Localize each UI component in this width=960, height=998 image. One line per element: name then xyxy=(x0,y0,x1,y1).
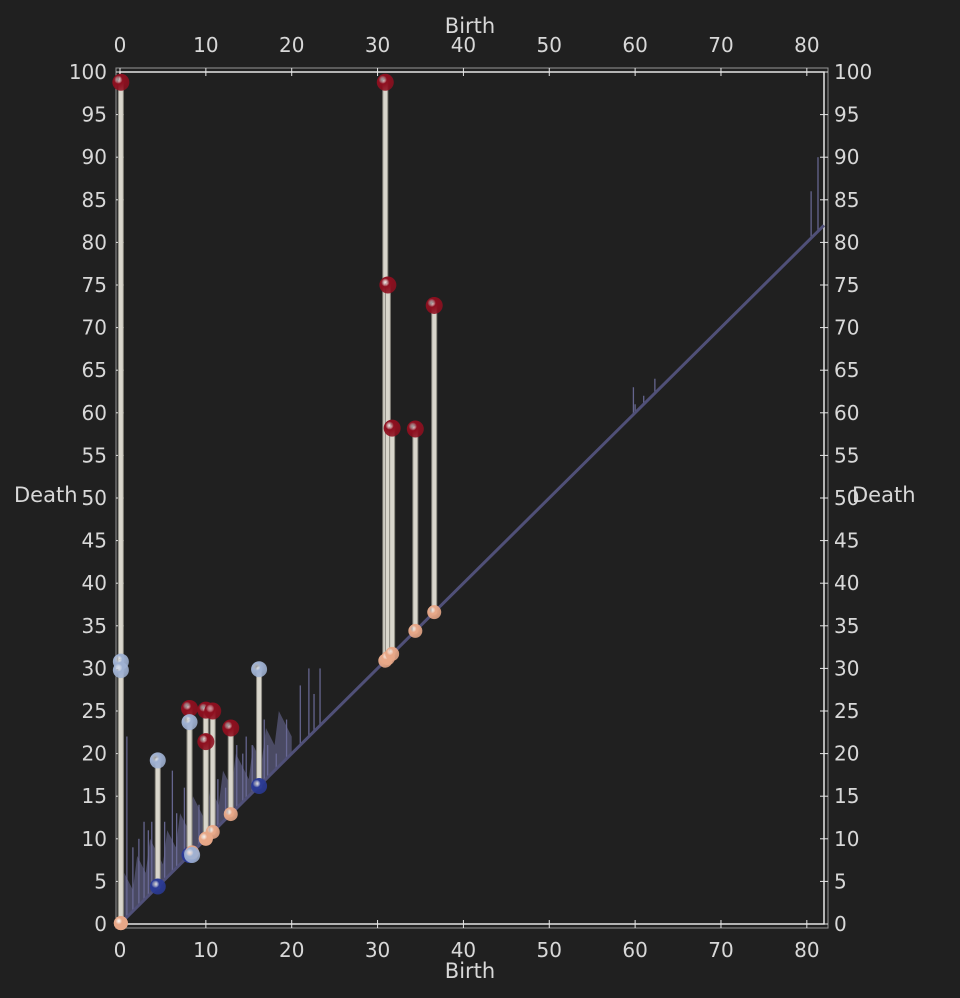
birth-point xyxy=(149,878,166,895)
x-tick-label-top: 0 xyxy=(114,33,127,57)
x-tick-label-bottom: 50 xyxy=(537,938,562,962)
spikes-group xyxy=(121,148,819,922)
y-tick-label-right: 95 xyxy=(834,103,859,127)
y-tick-label-right: 15 xyxy=(834,784,859,808)
y-tick-label-right: 100 xyxy=(834,60,872,84)
y-tick-label-right: 90 xyxy=(834,145,859,169)
y-tick-label-left: 25 xyxy=(82,699,107,723)
y-tick-label-left: 85 xyxy=(82,188,107,212)
y-tick-label-right: 45 xyxy=(834,529,859,553)
y-tick-label-left: 5 xyxy=(94,869,107,893)
y-tick-label-right: 65 xyxy=(834,358,859,382)
x-tick-label-top: 10 xyxy=(193,33,218,57)
x-tick-label-top: 60 xyxy=(622,33,647,57)
y-tick-label-right: 0 xyxy=(834,912,847,936)
x-tick-label-top: 70 xyxy=(708,33,733,57)
y-tick-label-right: 55 xyxy=(834,443,859,467)
death-point xyxy=(376,73,394,91)
death-point xyxy=(181,699,199,717)
diagonal-line xyxy=(118,224,826,926)
y-tick-label-left: 0 xyxy=(94,912,107,936)
death-point xyxy=(112,73,130,91)
x-tick-label-top: 40 xyxy=(451,33,476,57)
x-tick-label-top: 80 xyxy=(794,33,819,57)
y-tick-label-left: 50 xyxy=(82,486,107,510)
x-tick-label-top: 50 xyxy=(537,33,562,57)
y-tick-label-left: 10 xyxy=(82,827,107,851)
birth-point xyxy=(113,916,128,931)
y-tick-label-right: 40 xyxy=(834,571,859,595)
y-tick-label-left: 15 xyxy=(82,784,107,808)
x-tick-label-bottom: 10 xyxy=(193,938,218,962)
birth-point xyxy=(205,824,220,839)
y-tick-label-left: 45 xyxy=(82,529,107,553)
y-tick-label-left: 70 xyxy=(82,316,107,340)
x-tick-label-bottom: 40 xyxy=(451,938,476,962)
y-tick-label-right: 85 xyxy=(834,188,859,212)
y-tick-label-right: 30 xyxy=(834,656,859,680)
y-tick-label-left: 75 xyxy=(82,273,107,297)
y-tick-label-right: 75 xyxy=(834,273,859,297)
x-axis-title-top: Birth xyxy=(445,14,495,38)
death-point xyxy=(222,719,240,737)
y-tick-label-left: 20 xyxy=(82,742,107,766)
death-point xyxy=(406,420,424,438)
death-point xyxy=(181,714,198,731)
birth-point xyxy=(427,605,442,620)
death-point xyxy=(383,419,401,437)
y-tick-label-left: 30 xyxy=(82,656,107,680)
birth-point xyxy=(385,646,400,661)
death-point xyxy=(197,733,215,751)
y-tick-label-left: 95 xyxy=(82,103,107,127)
y-tick-label-left: 90 xyxy=(82,145,107,169)
death-point xyxy=(379,276,397,294)
y-tick-label-left: 40 xyxy=(82,571,107,595)
x-tick-label-bottom: 80 xyxy=(794,938,819,962)
birth-point xyxy=(408,623,423,638)
x-tick-label-bottom: 60 xyxy=(622,938,647,962)
y-tick-label-right: 5 xyxy=(834,869,847,893)
death-point xyxy=(149,752,166,769)
y-tick-label-right: 80 xyxy=(834,230,859,254)
death-point xyxy=(112,662,129,679)
x-tick-label-bottom: 30 xyxy=(365,938,390,962)
y-tick-label-right: 25 xyxy=(834,699,859,723)
death-point xyxy=(204,702,222,720)
y-axis-title-right: Death xyxy=(852,483,916,507)
x-tick-label-top: 20 xyxy=(279,33,304,57)
birth-point xyxy=(251,777,268,794)
y-tick-label-right: 60 xyxy=(834,401,859,425)
y-tick-label-left: 100 xyxy=(69,60,107,84)
y-tick-label-right: 35 xyxy=(834,614,859,638)
y-axis-title-left: Death xyxy=(14,483,78,507)
death-point xyxy=(425,296,443,314)
death-point xyxy=(251,661,268,678)
x-tick-label-bottom: 70 xyxy=(708,938,733,962)
x-axis-title-bottom: Birth xyxy=(445,959,495,983)
y-tick-label-right: 70 xyxy=(834,316,859,340)
stems-group xyxy=(117,79,438,927)
y-tick-label-left: 35 xyxy=(82,614,107,638)
y-tick-label-left: 80 xyxy=(82,230,107,254)
x-tick-label-bottom: 20 xyxy=(279,938,304,962)
x-tick-label-bottom: 0 xyxy=(114,938,127,962)
y-tick-label-left: 65 xyxy=(82,358,107,382)
y-tick-label-right: 20 xyxy=(834,742,859,766)
death-point xyxy=(184,846,201,863)
points-group xyxy=(112,73,443,931)
x-tick-label-top: 30 xyxy=(365,33,390,57)
y-tick-label-left: 55 xyxy=(82,443,107,467)
birth-point xyxy=(223,807,238,822)
y-tick-label-right: 10 xyxy=(834,827,859,851)
y-tick-label-right: 50 xyxy=(834,486,859,510)
y-tick-label-left: 60 xyxy=(82,401,107,425)
